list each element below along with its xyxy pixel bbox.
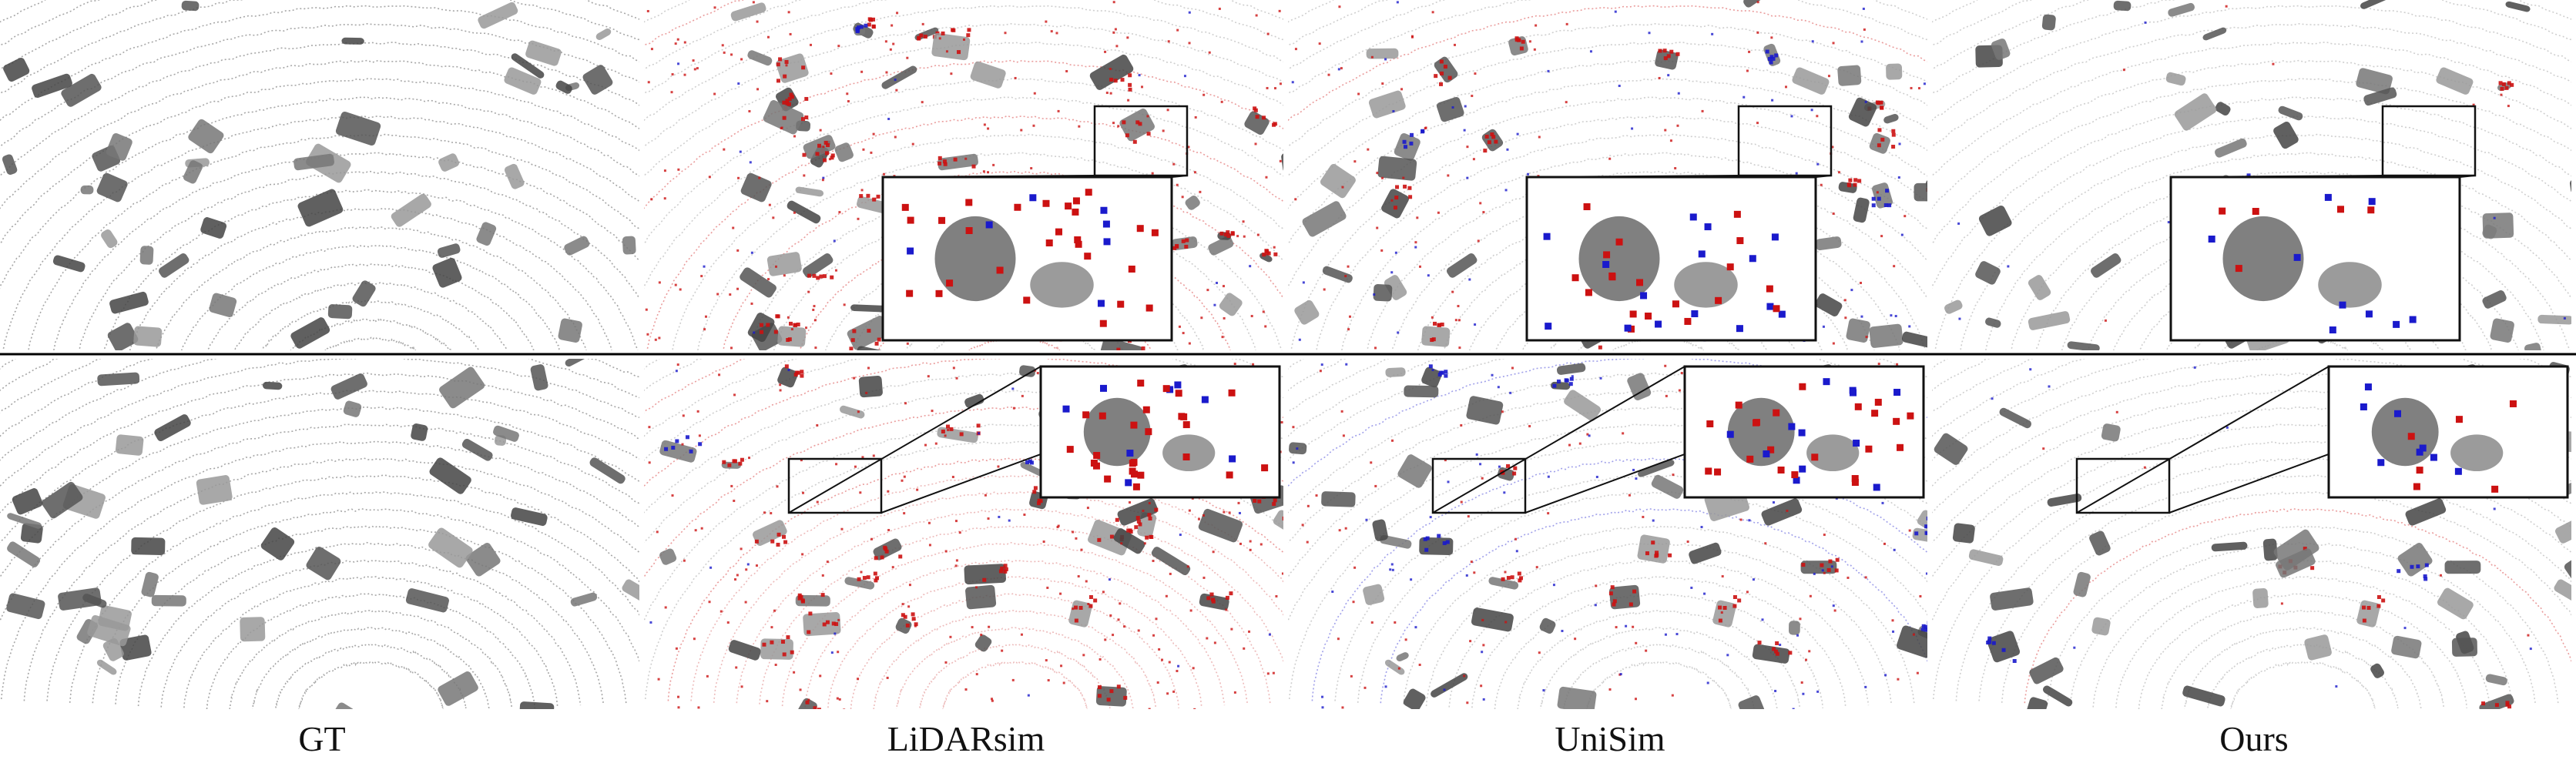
zoom-inset xyxy=(2169,176,2461,342)
zoom-inset xyxy=(881,176,1173,342)
zoom-inset xyxy=(1039,365,1281,499)
zoom-inset xyxy=(1525,176,1817,342)
lidar-panel xyxy=(644,359,1283,709)
lidar-panel xyxy=(1932,359,2571,709)
lidar-panel xyxy=(1288,359,1927,709)
lidar-panel xyxy=(1932,0,2571,350)
caption-ours: Ours xyxy=(2219,719,2289,758)
lidar-panel xyxy=(1288,0,1927,350)
lidar-panel xyxy=(0,0,639,350)
lidar-panel xyxy=(644,0,1283,350)
caption-gt: GT xyxy=(298,719,346,758)
caption-lidarsim: LiDARsim xyxy=(887,719,1045,758)
panel-grid xyxy=(0,0,2571,709)
caption-unisim: UniSim xyxy=(1555,719,1665,758)
zoom-inset xyxy=(2327,365,2569,499)
lidar-panel xyxy=(0,359,639,709)
